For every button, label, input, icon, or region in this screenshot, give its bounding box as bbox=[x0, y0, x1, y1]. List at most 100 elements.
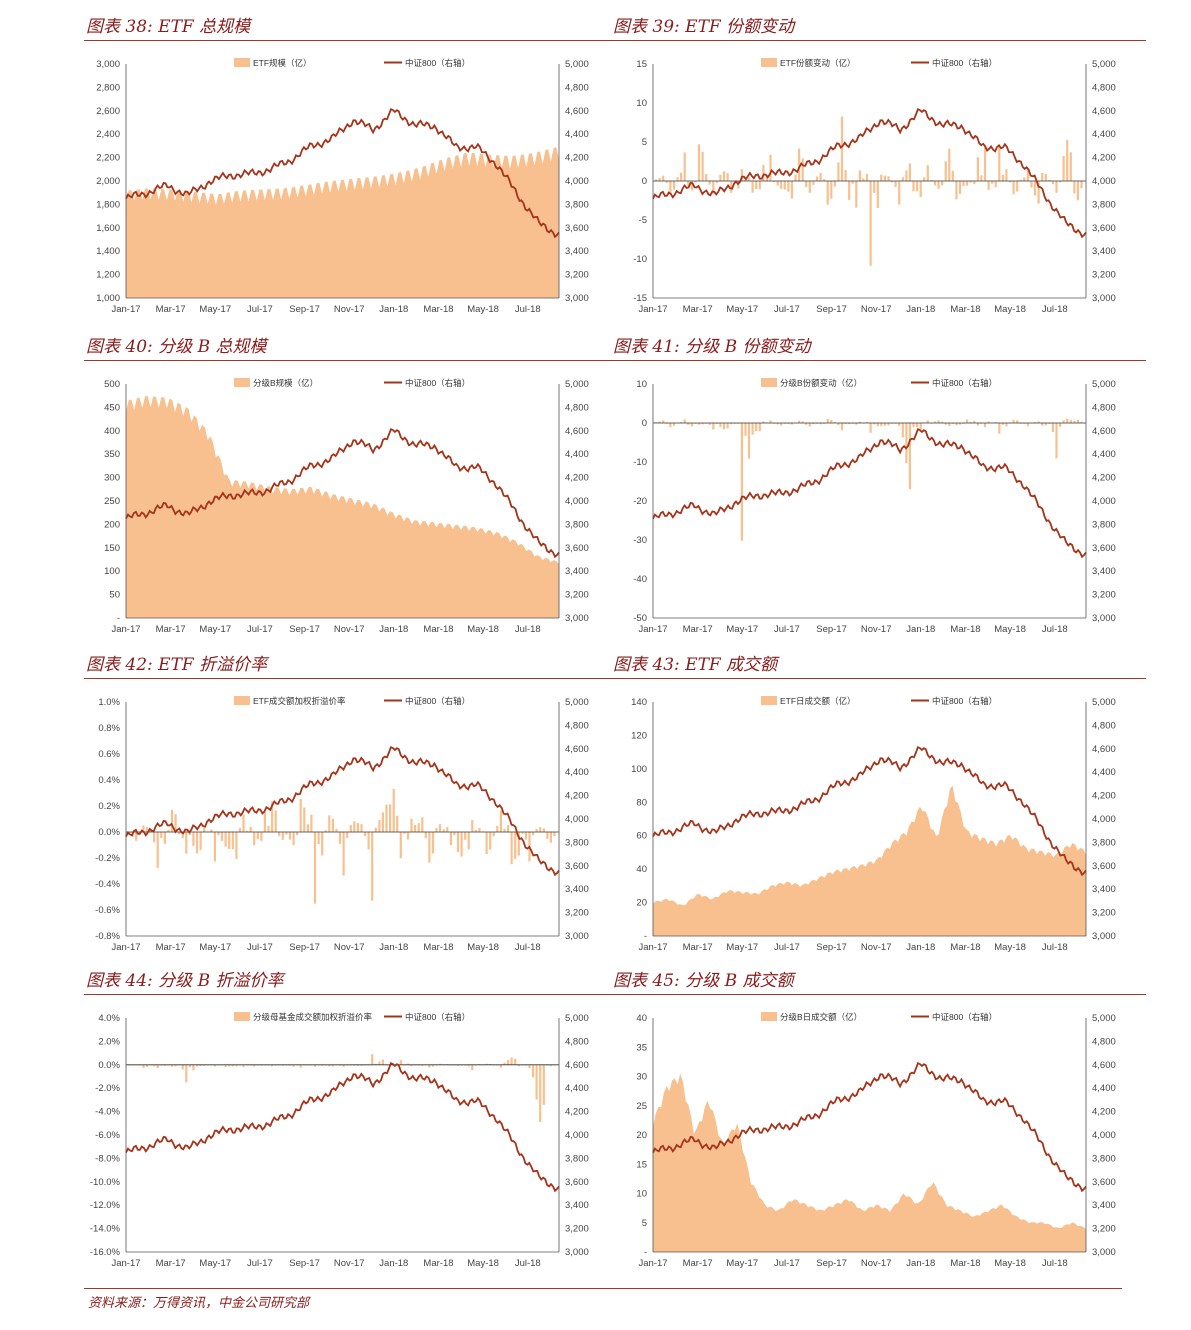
y-left-tick-label: 0.8% bbox=[98, 723, 120, 734]
series-bar bbox=[769, 420, 772, 423]
series-bar bbox=[492, 1064, 495, 1066]
series-bar bbox=[142, 1064, 145, 1068]
y-right-tick-label: 3,400 bbox=[565, 884, 589, 895]
y-right-tick-label: 4,200 bbox=[565, 473, 589, 484]
x-tick-label: Nov-17 bbox=[861, 624, 892, 634]
series-bar bbox=[260, 1064, 263, 1066]
series-bar bbox=[862, 178, 865, 181]
series-bar bbox=[528, 1064, 531, 1069]
legend-line-label: 中证800（右轴） bbox=[932, 696, 997, 706]
series-bar bbox=[263, 1064, 266, 1066]
series-bar bbox=[1066, 139, 1069, 181]
source-note: 资料来源：万得资讯，中金公司研究部 bbox=[88, 1296, 310, 1311]
y-left-tick-label: 350 bbox=[104, 449, 120, 460]
series-bar bbox=[271, 1064, 274, 1067]
series-bar bbox=[819, 173, 822, 181]
series-bar bbox=[973, 181, 976, 184]
x-tick-label: Mar-18 bbox=[950, 942, 980, 952]
series-bar bbox=[192, 832, 195, 846]
y-left-tick-label: 1,200 bbox=[96, 270, 120, 281]
series-bar bbox=[335, 828, 338, 832]
x-tick-label: Jan-18 bbox=[379, 304, 408, 314]
series-bar bbox=[1069, 152, 1072, 181]
series-bar bbox=[371, 1054, 374, 1065]
y-left-tick-label: -40 bbox=[633, 574, 647, 585]
x-tick-label: Sep-17 bbox=[816, 942, 847, 952]
y-left-tick-label: 250 bbox=[104, 496, 120, 507]
series-bar bbox=[830, 420, 833, 423]
legend-bar-label: ETF日成交额（亿） bbox=[780, 696, 856, 706]
series-area bbox=[653, 1073, 1086, 1252]
x-tick-label: Jan-17 bbox=[638, 304, 667, 314]
y-right-tick-label: 4,800 bbox=[565, 720, 589, 731]
y-right-tick-label: 3,800 bbox=[565, 199, 589, 210]
series-bar bbox=[937, 420, 940, 423]
y-right-tick-label: 4,200 bbox=[1092, 791, 1116, 802]
series-bar bbox=[658, 178, 661, 181]
divider bbox=[611, 40, 1146, 41]
x-tick-label: Mar-17 bbox=[156, 624, 186, 634]
series-bar bbox=[356, 1064, 359, 1066]
series-bar bbox=[1051, 181, 1054, 184]
chart-svg: -50 -40 -30 -20 -10 0 10 3,000 3,200 3,400 3,600 3,… bbox=[633, 378, 1116, 634]
series-bar bbox=[755, 181, 758, 190]
x-tick-label: Jan-18 bbox=[379, 1258, 408, 1268]
series-bar bbox=[662, 175, 665, 181]
series-bar bbox=[726, 423, 729, 429]
series-bar bbox=[217, 1064, 220, 1066]
series-bar bbox=[966, 181, 969, 186]
series-bar bbox=[296, 832, 299, 836]
series-bar bbox=[503, 1062, 506, 1065]
series-bar bbox=[524, 1064, 527, 1066]
series-bar bbox=[170, 1064, 174, 1067]
series-bar bbox=[819, 423, 822, 425]
y-left-tick-label: 3,000 bbox=[96, 59, 120, 70]
legend-bar-swatch bbox=[761, 696, 777, 705]
series-bar bbox=[163, 832, 166, 844]
y-left-tick-label: 0.6% bbox=[98, 749, 120, 760]
series-bar bbox=[195, 1064, 199, 1067]
series-bar bbox=[690, 423, 693, 427]
series-bar bbox=[994, 181, 997, 188]
y-right-tick-label: 4,600 bbox=[565, 1060, 589, 1071]
series-bar bbox=[317, 1064, 320, 1066]
series-bar bbox=[174, 1064, 177, 1067]
series-bar bbox=[1041, 172, 1044, 181]
series-bar bbox=[181, 1064, 184, 1070]
y-right-tick-label: 4,000 bbox=[1092, 814, 1116, 825]
x-tick-label: Sep-17 bbox=[289, 624, 320, 634]
series-bar bbox=[719, 423, 722, 428]
y-right-tick-label: 3,000 bbox=[565, 1247, 589, 1258]
series-bar bbox=[873, 423, 876, 425]
x-tick-label: Jul-18 bbox=[1042, 624, 1068, 634]
series-bar bbox=[378, 820, 381, 832]
y-right-tick-label: 4,600 bbox=[1092, 744, 1116, 755]
series-bar bbox=[1012, 419, 1015, 423]
series-bar bbox=[787, 181, 790, 192]
series-bar bbox=[983, 145, 987, 181]
y-left-tick-label: 100 bbox=[104, 566, 120, 577]
y-left-tick-label: -12.0% bbox=[90, 1200, 121, 1211]
series-bar bbox=[421, 1064, 424, 1067]
series-bar bbox=[705, 174, 708, 181]
y-right-tick-label: 4,400 bbox=[565, 129, 589, 140]
y-left-tick-label: -0.4% bbox=[95, 879, 120, 890]
series-bar bbox=[951, 423, 954, 424]
x-tick-label: Mar-17 bbox=[156, 1258, 186, 1268]
series-bar bbox=[1019, 179, 1022, 181]
series-bar bbox=[905, 170, 908, 181]
series-bar bbox=[758, 423, 761, 432]
y-right-tick-label: 4,600 bbox=[1092, 426, 1116, 437]
series-bar bbox=[167, 829, 170, 832]
y-right-tick-label: 3,000 bbox=[1092, 613, 1116, 624]
series-bar bbox=[535, 829, 538, 832]
series-bar bbox=[185, 832, 188, 854]
series-bar bbox=[726, 172, 729, 181]
series-bar bbox=[356, 823, 359, 832]
series-bar bbox=[474, 830, 477, 832]
x-tick-label: Mar-17 bbox=[156, 942, 186, 952]
y-left-tick-label: 2,200 bbox=[96, 153, 120, 164]
series-bar bbox=[203, 1064, 206, 1066]
panel-title: 图表 42: ETF 折溢价率 bbox=[86, 655, 268, 675]
y-right-tick-label: 4,400 bbox=[565, 449, 589, 460]
